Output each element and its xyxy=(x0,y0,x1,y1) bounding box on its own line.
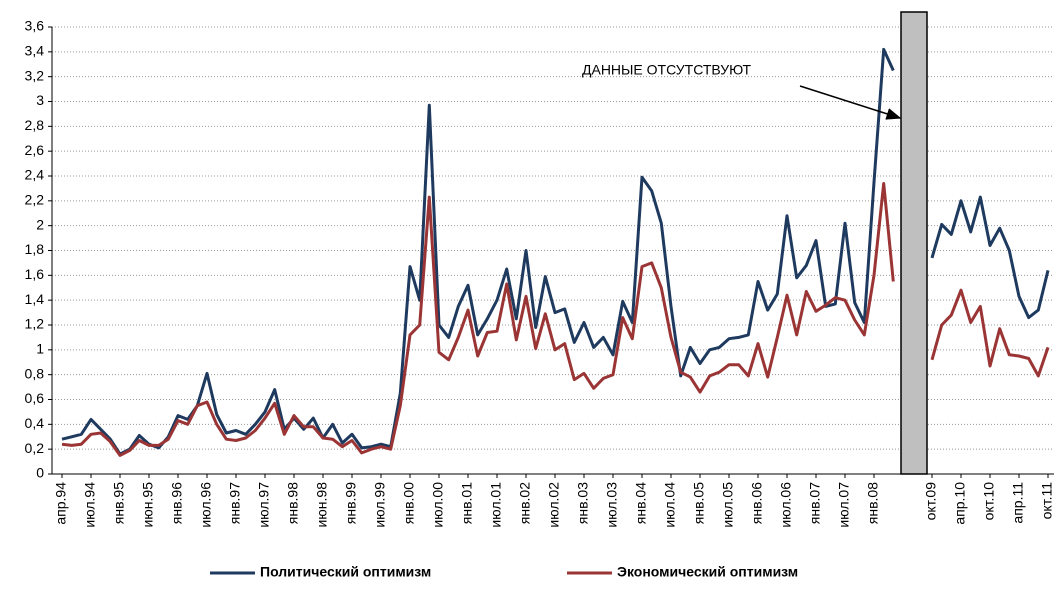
y-tick-label: 2,4 xyxy=(25,167,45,183)
annotation: ДАННЫЕ ОТСУТСТВУЮТ xyxy=(582,62,752,78)
y-tick-label: 2,2 xyxy=(25,192,45,208)
x-tick-label: июл.01 xyxy=(488,482,504,528)
x-tick-label: июн.95 xyxy=(140,482,156,528)
y-tick-label: 0,8 xyxy=(25,365,45,381)
x-tick-label: окт.10 xyxy=(981,482,997,521)
y-tick-label: 3,2 xyxy=(25,67,45,83)
x-tick-label: июл.05 xyxy=(720,482,736,528)
y-tick-label: 1,4 xyxy=(25,291,45,307)
x-tick-label: янв.97 xyxy=(227,482,243,524)
y-tick-label: 2 xyxy=(36,216,44,232)
x-tick-label: июл.04 xyxy=(662,482,678,528)
y-tick-label: 1,2 xyxy=(25,316,45,332)
x-tick-label: июл.94 xyxy=(82,482,98,528)
y-tick-label: 1,8 xyxy=(25,241,45,257)
x-tick-label: июл.07 xyxy=(836,482,852,528)
x-tick-label: июл.99 xyxy=(372,482,388,528)
y-tick-label: 1,6 xyxy=(25,266,45,282)
lines xyxy=(61,47,1050,457)
missing-data-box xyxy=(900,11,928,475)
x-tick-label: янв.98 xyxy=(285,482,301,524)
legend: Политический оптимизм Экономический оптим… xyxy=(210,564,798,580)
x-tick-label: июл.03 xyxy=(604,482,620,528)
x-tick-label: апр.11 xyxy=(1010,482,1026,524)
x-tick-label: янв.99 xyxy=(343,482,359,524)
y-tick-label: 3 xyxy=(36,92,44,108)
series-line xyxy=(61,47,1050,456)
x-tick-label: июн.98 xyxy=(314,482,330,528)
legend-label: Экономический оптимизм xyxy=(617,564,798,580)
x-tick-label: янв.95 xyxy=(111,482,127,524)
x-tick-label: апр.94 xyxy=(53,482,69,525)
legend-label: Политический оптимизм xyxy=(260,564,431,580)
x-tick-label: янв.04 xyxy=(633,482,649,524)
x-tick-label: янв.02 xyxy=(517,482,533,524)
x-tick-label: июл.06 xyxy=(778,482,794,528)
y-tick-label: 0 xyxy=(36,465,44,481)
x-tick-label: июл.00 xyxy=(430,482,446,528)
x-tick-label: янв.05 xyxy=(691,482,707,524)
x-tick-label: янв.00 xyxy=(401,482,417,524)
x-tick-label: янв.06 xyxy=(749,482,765,524)
x-tick-label: янв.03 xyxy=(575,482,591,524)
x-tick-label: июл.96 xyxy=(198,482,214,528)
x-tick-label: окт.11 xyxy=(1039,482,1054,520)
x-tick-label: июл.97 xyxy=(256,482,272,528)
x-tick-label: янв.08 xyxy=(865,482,881,524)
series-line xyxy=(61,182,1050,457)
x-tick-label: апр.10 xyxy=(952,482,968,525)
grid xyxy=(52,26,1054,450)
y-tick-label: 0,6 xyxy=(25,390,45,406)
x-tick-label: окт.09 xyxy=(923,482,939,521)
x-tick-label: июл.02 xyxy=(546,482,562,528)
y-tick-label: 3,4 xyxy=(25,43,45,59)
y-tick-label: 1 xyxy=(36,341,44,357)
y-tick-label: 2,6 xyxy=(25,142,45,158)
y-tick-label: 2,8 xyxy=(25,117,45,133)
y-tick-label: 3,6 xyxy=(25,18,45,34)
x-tick-label: янв.96 xyxy=(169,482,185,524)
x-tick-label: янв.07 xyxy=(807,482,823,524)
x-tick-label: янв.01 xyxy=(459,482,475,524)
annotation-arrow xyxy=(799,85,902,120)
y-tick-label: 0,2 xyxy=(25,440,45,456)
y-tick-label: 0,4 xyxy=(25,415,45,431)
